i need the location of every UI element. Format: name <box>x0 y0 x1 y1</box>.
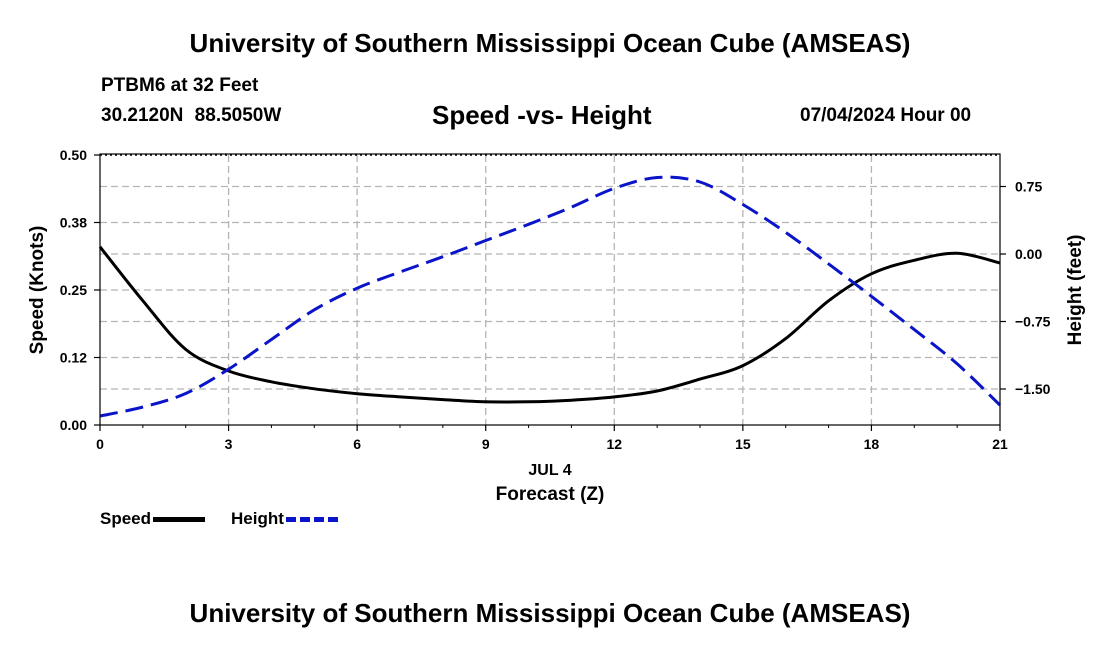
y2-tick-label: −0.75 <box>1015 314 1051 330</box>
y-tick-label: 0.00 <box>60 417 87 433</box>
legend-height-label: Height <box>231 509 284 528</box>
x-tick-label: 3 <box>225 436 233 452</box>
forecast-date: 07/04/2024 Hour 00 <box>800 105 972 126</box>
speed-series-line <box>98 245 1001 404</box>
x-tick-label: 9 <box>482 436 490 452</box>
x-tick-label: 15 <box>735 436 751 452</box>
y2-tick-label: 0.75 <box>1015 179 1042 195</box>
footer-title: University of Southern Mississippi Ocean… <box>189 598 911 628</box>
y-tick-label: 0.50 <box>60 147 87 163</box>
y2-tick-label: 0.00 <box>1015 246 1042 262</box>
legend-speed-swatch <box>153 516 206 522</box>
y2-tick-label: −1.50 <box>1015 381 1051 397</box>
height-series-line <box>99 175 1002 418</box>
coordinates-label: 30.2120N 88.5050W <box>101 105 282 126</box>
y-tick-label: 0.38 <box>60 215 87 231</box>
x-axis-date-label: JUL 4 <box>528 462 571 479</box>
y-tick-label: 0.25 <box>60 282 87 298</box>
legend-speed: Speed <box>100 509 206 529</box>
series-layer <box>98 175 1002 418</box>
y-tick-label: 0.12 <box>60 350 87 366</box>
legend-speed-label: Speed <box>100 509 152 528</box>
y-axis-title: Speed (Knots) <box>27 226 48 355</box>
station-label: PTBM6 at 32 Feet <box>101 75 259 96</box>
x-tick-label: 12 <box>606 436 622 452</box>
legend-height: Height <box>231 509 338 529</box>
x-tick-label: 0 <box>96 436 104 452</box>
y2-axis-title: Height (feet) <box>1065 235 1086 346</box>
x-tick-label: 6 <box>353 436 361 452</box>
x-tick-label: 18 <box>864 436 880 452</box>
legend-height-swatch <box>285 516 338 522</box>
x-tick-label: 21 <box>992 436 1008 452</box>
chart-title: University of Southern Mississippi Ocean… <box>189 28 911 58</box>
x-axis-title: Forecast (Z) <box>496 484 605 505</box>
grid <box>100 155 1000 425</box>
ticks: 0 3 6 9 12 15 18 21 0.00 0.12 0.25 0.38 0.50 0.75 0.00… <box>60 147 1051 452</box>
chart-subtitle: Speed -vs- Height <box>432 100 652 130</box>
